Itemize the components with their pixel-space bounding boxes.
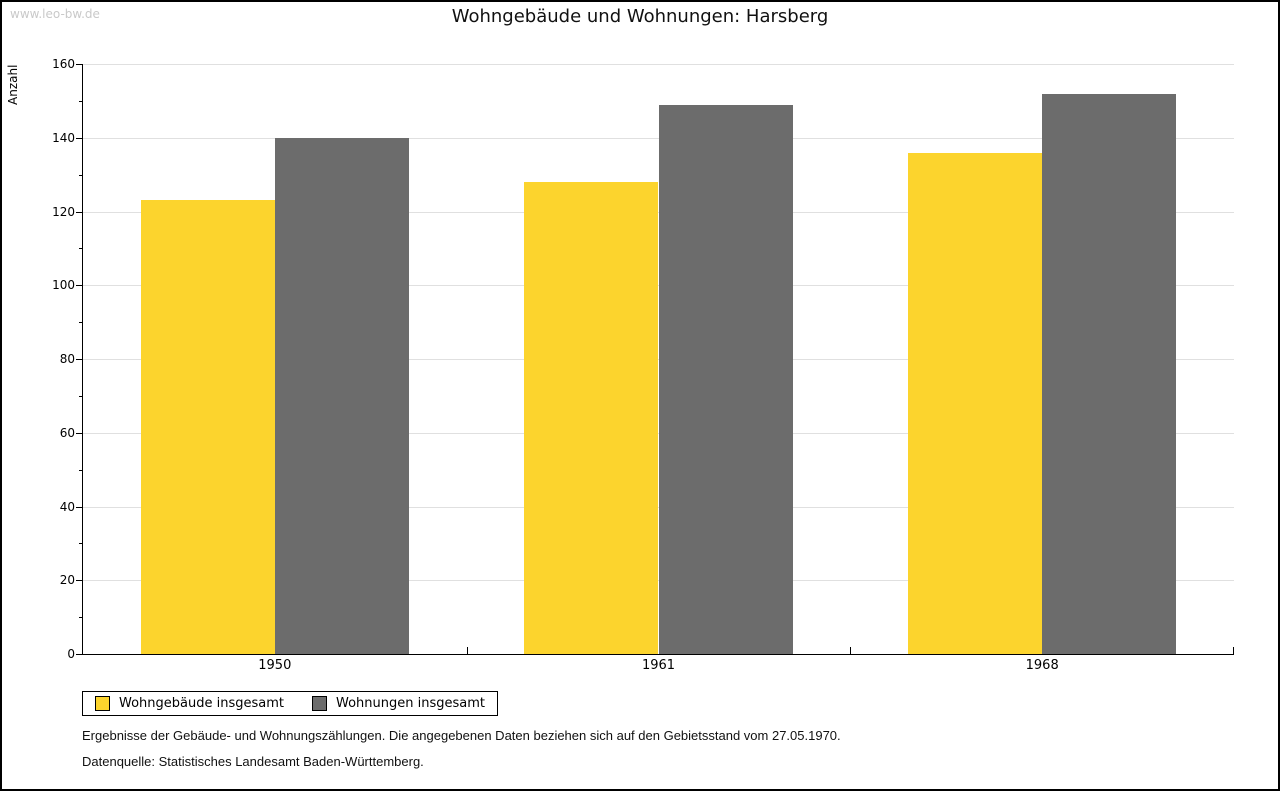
legend-swatch-gray-icon — [312, 696, 327, 711]
gridline — [83, 64, 1234, 65]
bar-1961-series-1 — [658, 104, 793, 654]
footnote-gebietsstand: Ergebnisse der Gebäude- und Wohnungszähl… — [82, 728, 841, 743]
y-axis-major-tick — [76, 211, 83, 213]
bar-1968-series-0 — [907, 152, 1043, 654]
y-axis-major-tick — [76, 359, 83, 360]
x-axis-end-tick — [1233, 647, 1234, 654]
y-axis-title: Anzahl — [6, 64, 20, 105]
y-axis-tick-label: 20 — [59, 573, 75, 588]
x-axis-boundary-tick — [850, 647, 852, 654]
y-axis-major-tick — [76, 654, 83, 655]
y-axis-major-tick — [76, 580, 83, 582]
y-axis-minor-tick — [79, 322, 83, 324]
legend-item-wohnungen: Wohnungen insgesamt — [312, 696, 485, 711]
y-axis-minor-tick — [79, 100, 83, 102]
watermark: www.leo-bw.de — [10, 7, 100, 21]
legend-label-wohngebaeude: Wohngebäude insgesamt — [119, 696, 284, 711]
y-axis-tick-label: 80 — [59, 352, 75, 366]
plot-area: 0 20 40 60 80 100 120 140 160 1950 1961 1968 — [52, 57, 1234, 673]
y-axis-tick-label: 40 — [59, 499, 75, 514]
y-axis-minor-tick — [79, 469, 83, 471]
legend-swatch-yellow-icon — [95, 696, 110, 711]
legend-item-wohngebaeude: Wohngebäude insgesamt — [95, 696, 284, 711]
y-axis-major-tick — [76, 64, 83, 65]
legend: Wohngebäude insgesamt Wohnungen insgesam… — [82, 691, 498, 716]
y-axis-major-tick — [76, 506, 83, 508]
y-axis-tick-label: 0 — [67, 647, 75, 661]
y-axis-minor-tick — [79, 395, 83, 397]
bar-1950-series-0 — [140, 200, 275, 654]
y-axis-tick-label: 100 — [52, 278, 75, 293]
y-axis-minor-tick — [79, 543, 83, 545]
y-axis-tick-label: 140 — [52, 130, 75, 145]
x-axis-label: 1950 — [258, 658, 292, 673]
bar-1950-series-1 — [274, 137, 410, 654]
bar-1961-series-0 — [524, 182, 659, 654]
chart-title: Wohngebäude und Wohnungen: Harsberg — [451, 6, 829, 27]
y-axis-minor-tick — [79, 174, 83, 176]
y-axis-minor-tick — [79, 617, 83, 619]
footnote-datenquelle: Datenquelle: Statistisches Landesamt Bad… — [82, 754, 424, 769]
y-axis-tick-label: 160 — [52, 57, 75, 71]
y-axis-major-tick — [76, 137, 83, 139]
bar-1968-series-1 — [1042, 93, 1177, 654]
x-axis-boundary-tick — [466, 647, 468, 654]
x-axis-label: 1961 — [641, 658, 676, 673]
y-axis-major-tick — [76, 432, 83, 434]
legend-label-wohnungen: Wohnungen insgesamt — [336, 696, 485, 711]
y-axis-minor-tick — [79, 248, 83, 250]
y-axis-tick-label: 120 — [52, 204, 75, 219]
y-axis-major-tick — [76, 285, 83, 287]
x-axis-label: 1968 — [1025, 658, 1059, 673]
y-axis-tick-label: 60 — [59, 425, 75, 440]
